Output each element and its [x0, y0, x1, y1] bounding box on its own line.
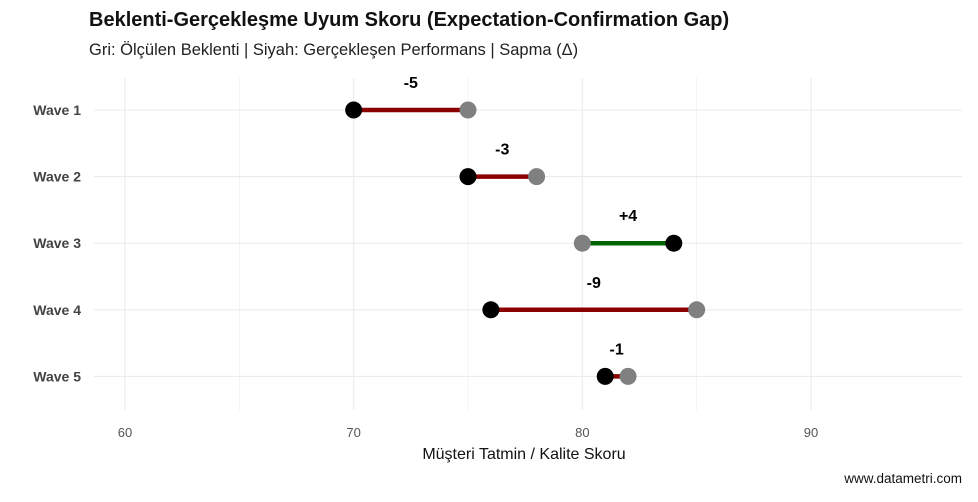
gap-label: -5	[404, 75, 418, 92]
x-tick-label: 80	[575, 425, 589, 440]
expectation-point	[528, 168, 546, 186]
y-tick-label: Wave 1	[33, 102, 81, 118]
x-axis-label: Müşteri Tatmin / Kalite Skoru	[422, 446, 625, 463]
expectation-point	[573, 234, 591, 252]
y-axis-ticks: Wave 1 Wave 2 Wave 3 Wave 4 Wave 5	[33, 102, 81, 384]
x-axis-ticks: 60 70 80 90	[118, 425, 818, 440]
performance-point	[665, 234, 683, 252]
performance-point	[345, 101, 363, 119]
expectation-point	[688, 301, 706, 319]
x-tick-label: 70	[346, 425, 360, 440]
gap-label: -9	[587, 275, 601, 292]
expectation-point	[619, 367, 637, 385]
gap-labels: -5 -3 +4 -9 -1	[404, 75, 638, 358]
gap-label: -1	[610, 341, 624, 358]
x-tick-label: 90	[804, 425, 818, 440]
y-tick-label: Wave 3	[33, 235, 81, 251]
gap-label: +4	[619, 208, 637, 225]
y-tick-label: Wave 5	[33, 368, 81, 384]
performance-point	[459, 168, 477, 186]
performance-point	[482, 301, 500, 319]
grid-lines	[94, 78, 962, 410]
chart-caption: www.datametri.com	[844, 471, 962, 486]
gap-label: -3	[495, 142, 509, 159]
y-tick-label: Wave 2	[33, 169, 81, 185]
dumbbell-marks	[345, 101, 706, 385]
chart-title: Beklenti-Gerçekleşme Uyum Skoru (Expecta…	[89, 9, 730, 31]
expectation-point	[459, 101, 477, 119]
performance-point	[596, 367, 614, 385]
chart-subtitle: Gri: Ölçülen Beklenti | Siyah: Gerçekleş…	[89, 41, 579, 59]
x-tick-label: 60	[118, 425, 132, 440]
y-tick-label: Wave 4	[33, 302, 81, 318]
